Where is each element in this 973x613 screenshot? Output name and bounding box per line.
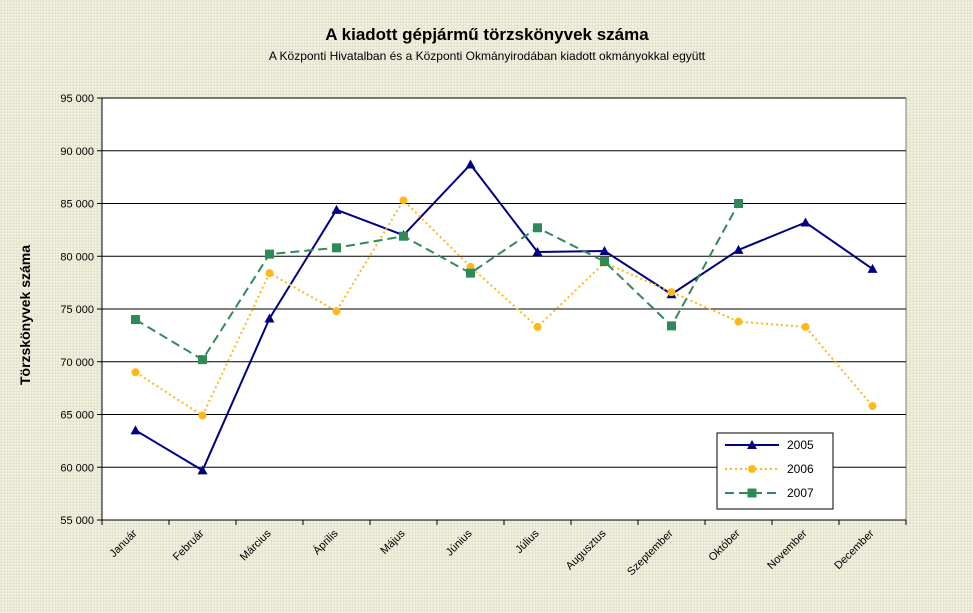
- data-point-2006: [801, 322, 810, 331]
- x-tick-label: Október: [706, 527, 742, 563]
- x-tick-label: Szeptember: [625, 527, 676, 578]
- data-point-2007: [667, 321, 676, 331]
- y-tick-label: 55 000: [60, 515, 94, 527]
- legend-label-2006: 2006: [787, 462, 814, 476]
- y-tick-label: 60 000: [60, 462, 94, 474]
- x-tick-label: Június: [444, 527, 475, 558]
- legend-marker-2005: [747, 440, 757, 449]
- y-tick-label: 70 000: [60, 357, 94, 369]
- series-line-2007: [134, 203, 740, 361]
- chart-subtitle: A Központi Hivatalban és a Központi Okmá…: [269, 49, 706, 63]
- legend-label-2007: 2007: [787, 486, 814, 500]
- data-point-2005: [867, 263, 878, 273]
- data-point-2006: [734, 317, 743, 326]
- y-axis-label: Törzskönyvek száma: [17, 245, 33, 385]
- data-point-2005: [800, 217, 811, 227]
- data-point-2006: [667, 288, 676, 297]
- data-point-2006: [131, 368, 140, 377]
- data-point-2006: [533, 322, 542, 331]
- x-tick-label: Július: [513, 527, 542, 556]
- data-point-2007: [198, 355, 207, 365]
- series-2005: [130, 159, 878, 475]
- axes: [97, 97, 907, 525]
- data-point-2007: [131, 315, 140, 325]
- data-point-2007: [533, 223, 542, 233]
- series-2006: [131, 196, 877, 420]
- x-tick-label: Január: [107, 527, 140, 560]
- x-tick-labels: Január Február Március Április Május Június Jú…: [107, 527, 877, 578]
- series-line-2006: [134, 199, 874, 417]
- series-line-2005: [134, 163, 874, 472]
- data-point-2007: [466, 268, 475, 278]
- data-point-2005: [331, 204, 342, 214]
- legend-marker-2007: [747, 488, 757, 498]
- data-point-2005: [532, 247, 543, 257]
- y-tick-label: 95 000: [60, 93, 94, 105]
- chart-title: A kiadott gépjármű törzskönyvek száma: [325, 25, 649, 44]
- data-point-2006: [198, 411, 207, 420]
- data-point-2005: [465, 159, 476, 169]
- x-tick-label: December: [832, 527, 877, 572]
- data-point-2006: [265, 269, 274, 278]
- x-tick-label: Április: [310, 527, 341, 558]
- y-tick-label: 85 000: [60, 199, 94, 211]
- data-point-2005: [733, 244, 744, 254]
- x-tick-label: Március: [238, 527, 274, 563]
- data-point-2005: [197, 465, 208, 475]
- x-tick-label: Május: [378, 527, 408, 557]
- legend-marker-2006: [748, 465, 756, 473]
- series-lines: [130, 159, 878, 475]
- legend: 2005 2006 2007: [716, 432, 834, 510]
- x-tick-label: Augusztus: [564, 527, 609, 572]
- x-tick-label: November: [765, 527, 810, 572]
- y-tick-label: 75 000: [60, 304, 94, 316]
- series-2007: [131, 199, 743, 365]
- data-point-2006: [868, 402, 877, 411]
- legend-label-2005: 2005: [787, 438, 814, 452]
- data-point-2007: [265, 249, 274, 259]
- data-point-2005: [264, 313, 275, 323]
- data-point-2007: [600, 257, 609, 267]
- data-point-2006: [399, 196, 408, 205]
- y-tick-label: 90 000: [60, 146, 94, 158]
- data-point-2006: [332, 307, 341, 316]
- y-tick-label: 80 000: [60, 251, 94, 263]
- y-tick-labels: 55 000 60 000 65 000 70 000 75 000 80 000 85 0…: [60, 93, 94, 527]
- data-point-2007: [734, 199, 743, 208]
- data-point-2007: [399, 231, 408, 241]
- x-tick-label: Február: [171, 527, 207, 563]
- data-point-2005: [130, 425, 141, 435]
- data-point-2005: [599, 245, 610, 255]
- y-tick-label: 65 000: [60, 410, 94, 422]
- data-point-2007: [332, 243, 341, 253]
